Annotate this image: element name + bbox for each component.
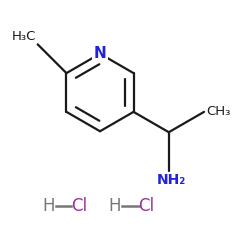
- Text: H: H: [109, 197, 121, 215]
- Text: H₃C: H₃C: [12, 30, 36, 43]
- Text: NH₂: NH₂: [157, 173, 186, 187]
- Text: Cl: Cl: [71, 197, 87, 215]
- Text: Cl: Cl: [138, 197, 154, 215]
- Text: CH₃: CH₃: [206, 106, 231, 118]
- Text: H: H: [42, 197, 55, 215]
- Text: N: N: [94, 46, 106, 61]
